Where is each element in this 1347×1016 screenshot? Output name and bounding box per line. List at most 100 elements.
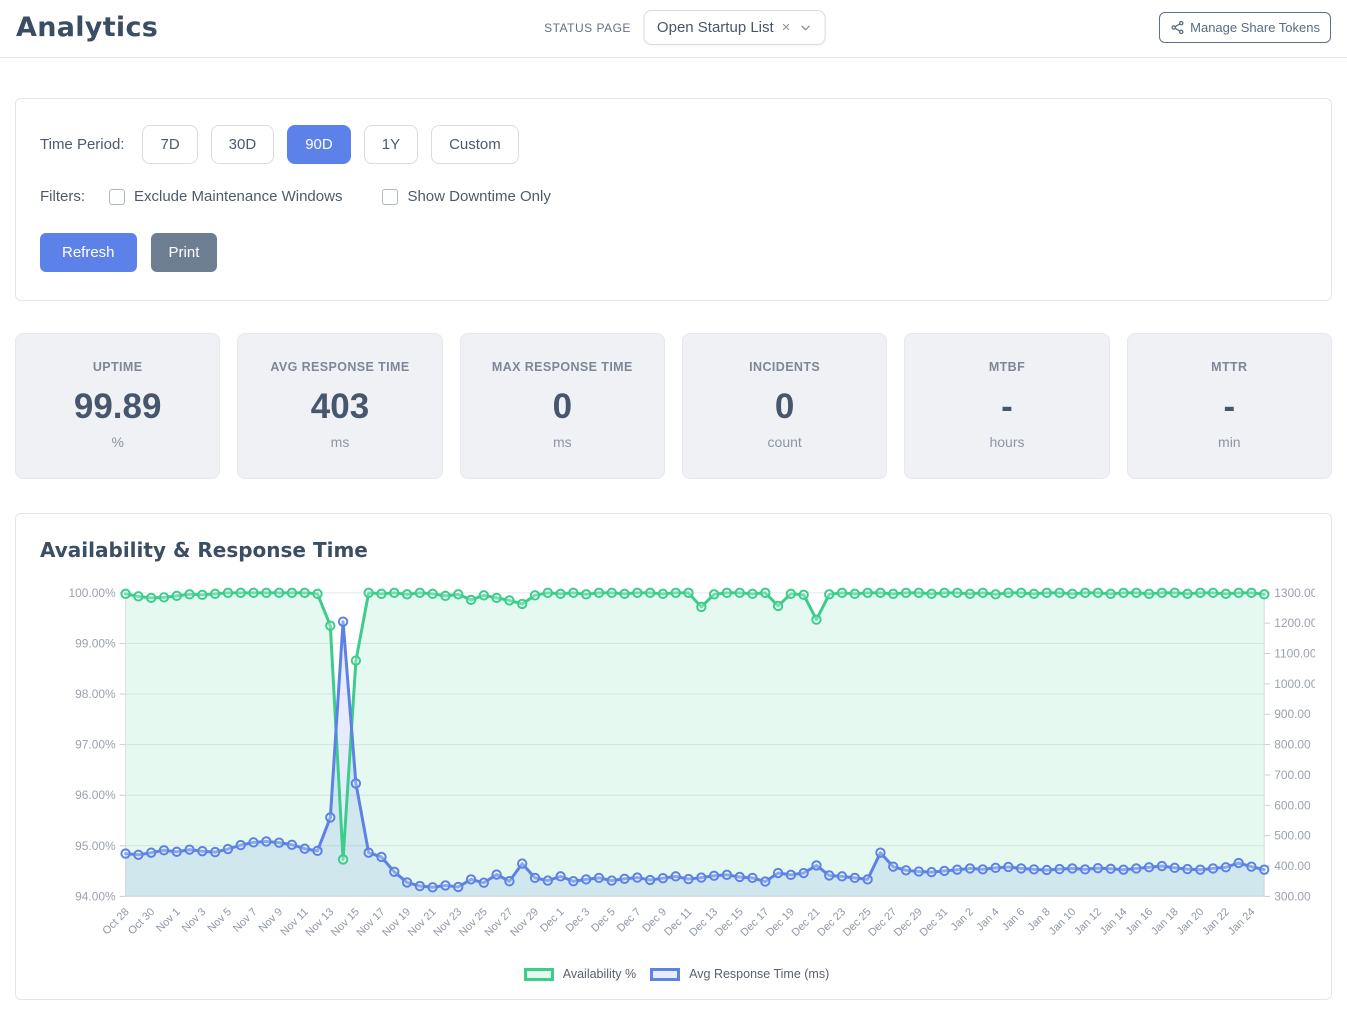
svg-text:Dec 31: Dec 31 (918, 906, 951, 939)
chart-panel: Availability & Response Time 100.00% 99.0… (15, 513, 1332, 1000)
svg-text:99.00%: 99.00% (75, 636, 116, 650)
status-page-value: Open Startup List (656, 19, 774, 36)
svg-text:1100.00: 1100.00 (1274, 647, 1315, 661)
stat-unit: ms (330, 434, 350, 450)
filter-label: Exclude Maintenance Windows (134, 188, 343, 205)
svg-text:100.00%: 100.00% (68, 586, 116, 600)
svg-text:Jan 20: Jan 20 (1175, 906, 1207, 938)
svg-text:900.00: 900.00 (1274, 707, 1311, 721)
svg-text:Jan 24: Jan 24 (1226, 906, 1258, 938)
time-period-90d[interactable]: 90D (287, 125, 351, 164)
svg-text:94.00%: 94.00% (75, 889, 116, 903)
svg-text:Dec 5: Dec 5 (589, 906, 618, 935)
stat-label: MAX RESPONSE TIME (491, 360, 633, 374)
print-button[interactable]: Print (150, 233, 218, 272)
filter-label: Show Downtime Only (407, 188, 551, 205)
legend-label: Availability % (562, 967, 637, 981)
stat-card-incidents: INCIDENTS 0 count (681, 333, 888, 479)
svg-text:Nov 3: Nov 3 (180, 906, 209, 935)
svg-text:Dec 3: Dec 3 (564, 906, 593, 935)
filter-items: Exclude Maintenance Windows Show Downtime… (109, 188, 551, 205)
svg-text:Oct 30: Oct 30 (126, 906, 157, 937)
svg-text:Jan 16: Jan 16 (1123, 906, 1155, 938)
stat-card-mtbf: MTBF - hours (904, 333, 1110, 479)
svg-text:700.00: 700.00 (1274, 768, 1311, 782)
svg-text:Jan 14: Jan 14 (1098, 906, 1130, 938)
svg-text:Jan 6: Jan 6 (1000, 906, 1027, 933)
legend-item-response-time[interactable]: Avg Response Time (ms) (650, 967, 829, 981)
time-period-30d[interactable]: 30D (210, 125, 275, 164)
availability-chart: 100.00% 99.00% 98.00% 97.00% 96.00% 95.00% 94.… (68, 586, 1317, 939)
top-bar: Analytics STATUS PAGE Open Startup List … (0, 0, 1347, 58)
svg-text:1300.00: 1300.00 (1274, 586, 1315, 600)
svg-text:1000.00: 1000.00 (1274, 677, 1315, 691)
status-page-dropdown[interactable]: Open Startup List × (643, 10, 826, 45)
stat-value: - (1001, 387, 1013, 426)
actions-row: Refresh Print (40, 233, 1307, 272)
svg-text:400.00: 400.00 (1274, 859, 1311, 873)
status-page-label: STATUS PAGE (544, 20, 631, 35)
share-icon (1170, 20, 1185, 35)
stats-row: UPTIME 99.89% AVG RESPONSE TIME 403 ms MAX RE… (15, 333, 1332, 479)
svg-text:Nov 5: Nov 5 (205, 906, 234, 935)
chart-legend: Availability % Avg Response Time (ms) (38, 963, 1315, 987)
svg-text:Dec 1: Dec 1 (538, 906, 567, 935)
manage-share-tokens-label: Manage Share Tokens (1190, 20, 1320, 35)
time-period-1y[interactable]: 1Y (363, 125, 419, 164)
legend-label: Avg Response Time (ms) (689, 967, 830, 981)
filter-checkbox-1[interactable] (382, 188, 399, 205)
manage-share-tokens-button[interactable]: Manage Share Tokens (1159, 12, 1331, 43)
stat-unit: min (1218, 434, 1241, 450)
svg-text:Oct 28: Oct 28 (100, 906, 131, 937)
legend-item-availability[interactable]: Availability % (523, 967, 637, 981)
stat-label: UPTIME (92, 360, 143, 374)
stat-card-max-response-time: MAX RESPONSE TIME 0 ms (459, 333, 665, 479)
svg-text:96.00%: 96.00% (75, 788, 116, 802)
svg-text:Jan 10: Jan 10 (1047, 906, 1079, 938)
svg-text:Nov 7: Nov 7 (231, 906, 260, 935)
legend-swatch (650, 967, 681, 981)
stat-value: 403 (310, 387, 370, 426)
time-period-row: Time Period: 7D 30D 90D 1Y Custom (40, 125, 1307, 164)
chevron-down-icon (798, 21, 812, 35)
svg-text:95.00%: 95.00% (75, 839, 116, 853)
svg-text:Jan 12: Jan 12 (1072, 906, 1104, 938)
clear-selection-icon[interactable]: × (781, 19, 791, 36)
svg-text:800.00: 800.00 (1274, 738, 1311, 752)
svg-text:Jan 18: Jan 18 (1149, 906, 1181, 938)
svg-text:300.00: 300.00 (1274, 889, 1311, 903)
refresh-button[interactable]: Refresh (40, 233, 137, 272)
svg-text:Dec 7: Dec 7 (615, 906, 644, 935)
svg-text:500.00: 500.00 (1274, 829, 1311, 843)
chart-title: Availability & Response Time (40, 538, 368, 562)
svg-text:Jan 2: Jan 2 (949, 906, 976, 933)
page-title: Analytics (16, 12, 159, 43)
filters-row: Filters: Exclude Maintenance Windows Show… (40, 188, 1307, 205)
stat-label: MTTR (1211, 360, 1248, 374)
filter-item-0: Exclude Maintenance Windows (109, 188, 342, 205)
svg-text:Nov 1: Nov 1 (154, 906, 183, 935)
svg-text:97.00%: 97.00% (75, 738, 116, 752)
svg-text:98.00%: 98.00% (75, 687, 116, 701)
stat-label: MTBF (988, 360, 1026, 374)
time-period-buttons: 7D 30D 90D 1Y Custom (142, 125, 519, 164)
legend-swatch (523, 967, 554, 981)
svg-text:Nov 29: Nov 29 (508, 906, 541, 939)
svg-text:Jan 4: Jan 4 (974, 906, 1001, 933)
stat-value: - (1223, 387, 1236, 426)
stat-unit: % (111, 434, 124, 450)
stat-unit: hours (989, 434, 1025, 450)
filter-checkbox-0[interactable] (109, 188, 125, 205)
time-period-7d[interactable]: 7D (142, 125, 198, 164)
filter-item-1: Show Downtime Only (382, 188, 551, 205)
stat-value: 99.89 (73, 387, 162, 426)
stat-label: AVG RESPONSE TIME (270, 360, 410, 374)
stat-card-uptime: UPTIME 99.89% (15, 333, 221, 479)
svg-text:600.00: 600.00 (1274, 798, 1311, 812)
stat-unit: ms (552, 434, 572, 450)
stat-card-avg-response-time: AVG RESPONSE TIME 403 ms (237, 333, 443, 479)
svg-text:1200.00: 1200.00 (1274, 616, 1315, 630)
time-period-custom[interactable]: Custom (431, 125, 519, 164)
time-period-label: Time Period: (40, 136, 125, 153)
